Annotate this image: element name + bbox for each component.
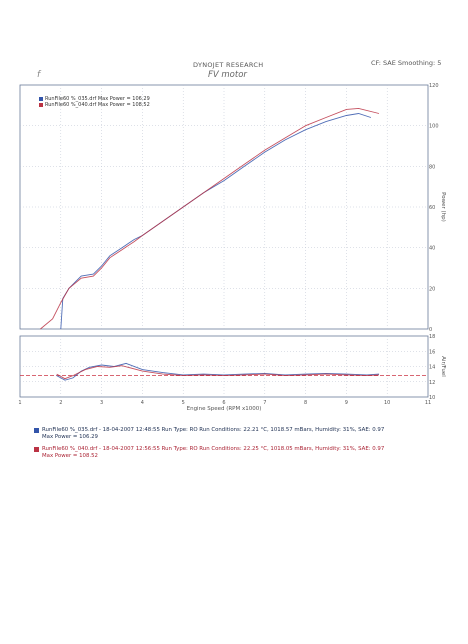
legend-swatch: [39, 103, 43, 107]
legend-swatch: [39, 97, 43, 101]
y-tick-label: 120: [429, 83, 439, 89]
y-tick-label: 80: [429, 164, 435, 170]
x-axis-label: Engine Speed (RPM x1000): [187, 406, 262, 412]
correction-info: CF: SAE Smoothing: 5: [371, 59, 442, 67]
x-tick-label: 2: [59, 400, 62, 406]
x-tick-label: 5: [182, 400, 185, 406]
x-tick-label: 1: [18, 400, 21, 406]
x-tick-label: 8: [304, 400, 307, 406]
run-swatch: [34, 428, 39, 433]
chart-legend: RunFile60 %_035.drf Max Power = 106.29 R…: [39, 96, 150, 108]
y-tick-label: 100: [429, 124, 439, 130]
y-tick-label: 20: [429, 286, 435, 292]
y-tick-label: 12: [429, 380, 435, 386]
chart-title: FV motor: [208, 70, 247, 80]
y-tick-label: 18: [429, 334, 435, 340]
corner-mark: f: [37, 70, 41, 80]
series-line-2: [40, 107, 380, 330]
x-tick-label: 7: [263, 400, 266, 406]
x-tick-label: 9: [345, 400, 348, 406]
x-tick-label: 3: [100, 400, 103, 406]
run-swatch: [34, 447, 39, 452]
x-tick-label: 11: [425, 400, 431, 406]
y-tick-label: 16: [429, 349, 435, 355]
x-tick-label: 10: [384, 400, 390, 406]
y-tick-label: 40: [429, 246, 435, 252]
run-details: RunFile60 %_035.drf - 18-04-2007 12:48:5…: [42, 427, 385, 433]
run-max-power: Max Power = 106.29: [42, 433, 98, 440]
y-axis-label: Power (hp): [440, 192, 446, 222]
legend-item-run2: RunFile60 %_040.drf Max Power = 108.52: [39, 102, 150, 108]
legend-label: RunFile60 %_040.drf Max Power = 108.52: [45, 102, 150, 108]
run-details: RunFile60 %_040.drf - 18-04-2007 12:56:5…: [42, 446, 385, 452]
run-info-2: RunFile60 %_040.drf - 18-04-2007 12:56:5…: [34, 446, 384, 459]
y-tick-label: 60: [429, 205, 435, 211]
series-line-2: [56, 365, 380, 380]
x-tick-label: 6: [222, 400, 225, 406]
legend-label: RunFile60 %_035.drf Max Power = 106.29: [45, 96, 150, 102]
y-tick-label: 10: [429, 395, 435, 401]
y-tick-label: 14: [429, 365, 435, 371]
dyno-brand-title: DYNOJET RESEARCH: [193, 61, 264, 69]
y-axis-label: Air/Fuel: [440, 356, 446, 377]
run-info-1: RunFile60 %_035.drf - 18-04-2007 12:48:5…: [34, 427, 384, 440]
y-tick-label: 0: [429, 327, 432, 333]
x-tick-label: 4: [141, 400, 144, 406]
legend-item-run1: RunFile60 %_035.drf Max Power = 106.29: [39, 96, 150, 102]
run-max-power: Max Power = 108.52: [42, 452, 98, 459]
